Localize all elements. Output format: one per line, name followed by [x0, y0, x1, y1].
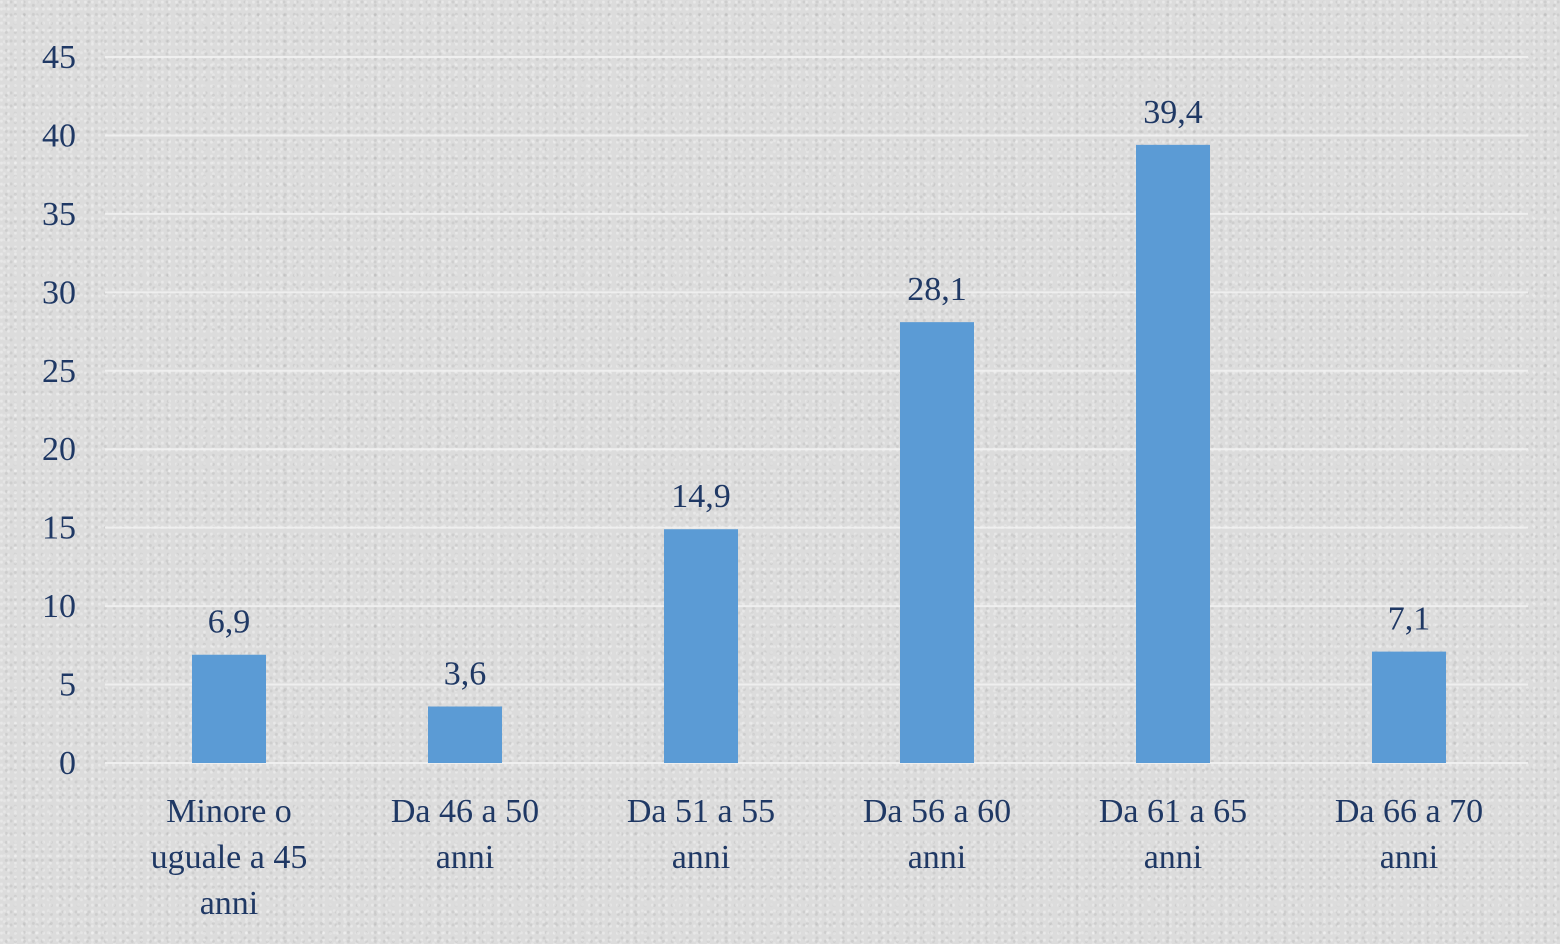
y-tick-label: 0: [59, 745, 76, 782]
data-label: 14,9: [671, 478, 731, 515]
bar-5: [1136, 144, 1210, 763]
y-tick-label: 10: [42, 588, 76, 625]
data-label: 7,1: [1388, 601, 1431, 638]
bar-4: [900, 322, 974, 763]
category-label-line: anni: [908, 839, 967, 876]
data-labels: 6,9 3,6 14,9 28,1 39,4 7,1: [208, 94, 1431, 693]
category-label-line: Da 46 a 50: [391, 793, 539, 830]
category-label-line: anni: [672, 839, 731, 876]
y-tick-label: 20: [42, 431, 76, 468]
data-label: 6,9: [208, 604, 251, 641]
gridlines: [105, 56, 1528, 764]
category-label-line: anni: [200, 885, 259, 922]
y-tick-label: 5: [59, 667, 76, 704]
category-label: Da 46 a 50 anni: [391, 793, 539, 876]
category-label-line: anni: [1380, 839, 1439, 876]
bar-3: [664, 529, 738, 763]
category-label-line: anni: [436, 839, 495, 876]
category-label-line: Da 51 a 55: [627, 793, 775, 830]
y-tick-label: 40: [42, 117, 76, 154]
category-label: Minore o uguale a 45 anni: [151, 793, 308, 922]
bar-6: [1372, 651, 1446, 763]
category-label-line: Da 61 a 65: [1099, 793, 1247, 830]
category-label: Da 66 a 70 anni: [1335, 793, 1483, 876]
category-label-line: uguale a 45: [151, 839, 308, 876]
category-label-line: Minore o: [166, 793, 292, 830]
y-tick-label: 30: [42, 274, 76, 311]
data-label: 39,4: [1143, 94, 1203, 131]
y-tick-label: 25: [42, 353, 76, 390]
bar-2: [428, 706, 502, 763]
y-tick-label: 15: [42, 510, 76, 547]
category-label-line: Da 56 a 60: [863, 793, 1011, 830]
category-label: Da 51 a 55 anni: [627, 793, 775, 876]
y-tick-label: 35: [42, 196, 76, 233]
y-tick-label: 45: [42, 39, 76, 76]
category-label-line: Da 66 a 70: [1335, 793, 1483, 830]
data-label: 3,6: [444, 656, 487, 693]
bar-1: [192, 654, 266, 763]
category-label-line: anni: [1144, 839, 1203, 876]
y-axis-ticks: 0 5 10 15 20 25 30 35 40 45: [42, 39, 76, 782]
category-label: Da 56 a 60 anni: [863, 793, 1011, 876]
bars: [192, 144, 1446, 763]
data-label: 28,1: [907, 271, 967, 308]
category-label: Da 61 a 65 anni: [1099, 793, 1247, 876]
